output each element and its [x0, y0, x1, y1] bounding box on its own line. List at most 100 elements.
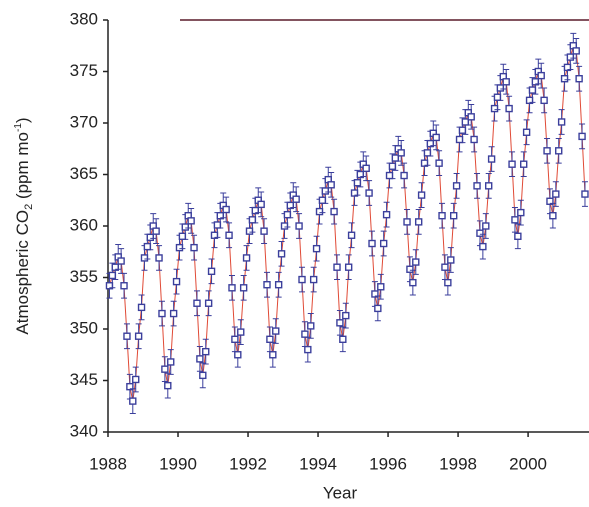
data-point: [161, 365, 169, 373]
data-point: [368, 239, 376, 248]
data-point: [444, 278, 452, 287]
data-point: [193, 299, 201, 307]
data-point: [277, 250, 286, 258]
y-tick-label: 345: [70, 370, 98, 389]
y-label-sup: -1: [13, 123, 24, 132]
data-point: [108, 271, 117, 280]
y-tick-label: 380: [70, 9, 98, 28]
plot-area: [105, 32, 589, 414]
data-point: [409, 278, 417, 287]
data-point: [266, 335, 274, 343]
x-tick-label: 1998: [439, 454, 477, 473]
y-tick-label: 375: [70, 61, 98, 80]
data-point: [158, 309, 166, 318]
x-tick-label: 1996: [369, 454, 407, 473]
data-point: [575, 75, 583, 83]
data-point: [549, 211, 557, 220]
data-point: [222, 205, 230, 214]
data-point: [502, 78, 510, 86]
data-point: [412, 258, 420, 266]
data-point: [225, 231, 233, 239]
data-point: [269, 351, 277, 359]
data-point: [557, 118, 566, 126]
data-point: [520, 160, 528, 168]
x-tick-label: 1988: [89, 454, 127, 473]
data-point: [312, 244, 321, 253]
data-point: [298, 275, 306, 284]
data-point: [414, 218, 423, 226]
y-label-part: ): [13, 117, 32, 123]
data-point: [204, 299, 213, 307]
data-point: [167, 358, 175, 366]
data-point: [485, 182, 493, 190]
x-axis-label: Year: [323, 483, 358, 502]
data-point: [344, 263, 353, 271]
data-point: [397, 149, 405, 157]
data-point: [353, 179, 362, 187]
data-point: [365, 189, 373, 197]
data-point: [452, 182, 461, 190]
data-point: [517, 208, 525, 217]
y-tick-label: 360: [70, 215, 98, 234]
data-point: [543, 147, 551, 155]
data-point: [382, 210, 391, 219]
data-point: [164, 381, 172, 390]
data-point: [152, 227, 160, 235]
data-point: [514, 232, 522, 241]
data-point: [283, 210, 292, 219]
data-point: [572, 47, 580, 55]
data-point: [292, 195, 300, 203]
data-point: [417, 191, 426, 199]
data-point: [137, 303, 146, 312]
data-point: [327, 181, 335, 189]
data-point: [406, 265, 414, 273]
data-point: [260, 227, 268, 235]
data-point: [336, 319, 344, 327]
data-point: [347, 231, 356, 239]
data-point: [391, 154, 400, 162]
data-point: [196, 355, 204, 363]
data-point: [213, 221, 222, 229]
data-point: [333, 263, 341, 271]
data-point: [438, 211, 446, 220]
data-point: [239, 284, 248, 292]
data-point: [400, 171, 408, 180]
data-point: [245, 227, 254, 235]
data-point: [511, 216, 519, 224]
data-point: [134, 332, 143, 340]
data-point: [537, 71, 545, 80]
data-point: [470, 135, 478, 144]
data-point: [169, 309, 178, 318]
data-point: [175, 243, 184, 252]
data-point: [423, 149, 432, 157]
data-point: [473, 182, 481, 190]
data-point: [432, 133, 440, 142]
data-point: [449, 211, 458, 220]
data-point: [435, 159, 443, 167]
y-tick-label: 340: [70, 421, 98, 440]
data-point: [207, 267, 216, 276]
data-point: [263, 281, 271, 289]
data-point: [403, 218, 411, 226]
data-point: [301, 330, 309, 338]
data-point: [447, 256, 455, 264]
data-point: [228, 284, 236, 292]
data-point: [487, 155, 496, 163]
data-point: [199, 371, 207, 380]
data-point: [496, 84, 505, 92]
data-point: [374, 304, 382, 313]
data-point: [560, 75, 569, 83]
data-point: [522, 128, 531, 136]
y-label-sub: 2: [23, 204, 35, 210]
data-point: [274, 281, 283, 289]
data-point: [178, 232, 187, 241]
data-point: [555, 147, 563, 155]
data-point: [248, 216, 257, 224]
y-label-part: (ppm mo: [13, 132, 32, 204]
data-point: [552, 190, 560, 198]
data-point: [362, 164, 370, 173]
data-point: [581, 190, 589, 198]
y-axis-label: Atmospheric CO2 (ppm mo-1): [13, 117, 35, 334]
data-point: [117, 257, 125, 265]
data-point: [120, 282, 128, 290]
